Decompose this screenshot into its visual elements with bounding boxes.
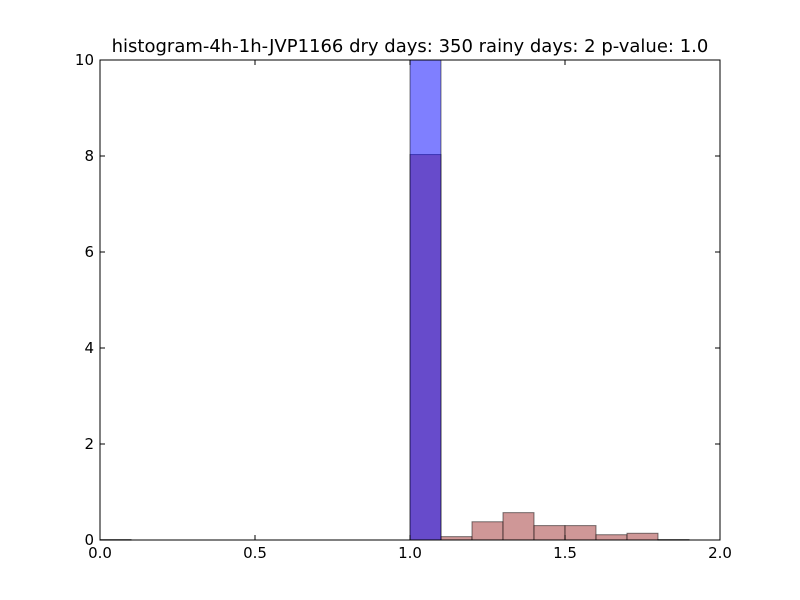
x-tick-label: 1.5: [553, 544, 577, 562]
x-tick-label: 2.0: [708, 544, 732, 562]
x-axis-tick-labels: 0.0 0.5 1.0 1.5 2.0: [88, 544, 732, 562]
histogram-bar: [409, 59, 442, 541]
axis-ticks: [99, 59, 721, 541]
x-tick-label: 1.0: [398, 544, 422, 562]
chart-title: histogram-4h-1h-JVP1166 dry days: 350 ra…: [112, 36, 709, 57]
histogram-bars: [99, 59, 690, 541]
histogram-bar: [533, 525, 566, 541]
y-tick-label: 4: [84, 339, 94, 357]
y-tick-label: 8: [84, 147, 94, 165]
x-tick-label: 0.5: [243, 544, 267, 562]
histogram-bar: [564, 525, 597, 541]
histogram-bar: [626, 532, 659, 541]
y-tick-label: 2: [84, 435, 94, 453]
y-tick-label: 10: [75, 51, 94, 69]
histogram-bar: [595, 534, 628, 541]
y-tick-label: 0: [84, 531, 94, 549]
x-tick-label: 0.0: [88, 544, 112, 562]
histogram-bar: [440, 536, 473, 541]
histogram-bar: [471, 521, 504, 541]
y-axis-tick-labels: 0 2 4 6 8 10: [75, 51, 94, 549]
y-tick-label: 6: [84, 243, 94, 261]
histogram-bar: [502, 512, 535, 541]
